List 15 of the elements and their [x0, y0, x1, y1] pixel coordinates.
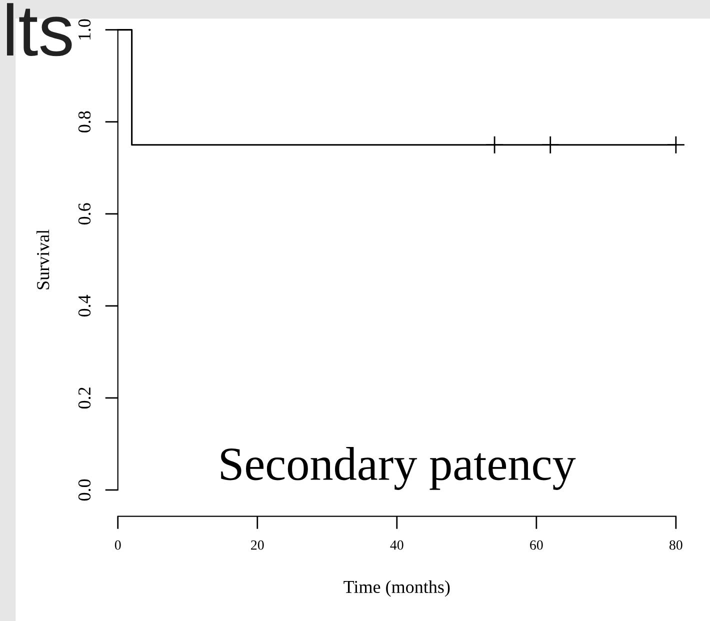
y-tick-label: 0.4	[78, 294, 91, 316]
x-tick-label: 80	[670, 540, 682, 550]
x-tick-label: 40	[390, 540, 404, 550]
x-axis-title: Time (months)	[344, 580, 450, 597]
annotation: Secondary patency	[221, 447, 576, 490]
y-tick-label: 0.0	[78, 479, 91, 501]
y-tick-label: 0.6	[78, 203, 91, 224]
x-tick-label: 60	[530, 540, 543, 550]
y-tick-label: 0.8	[78, 111, 91, 132]
y-tick-label: 0.2	[78, 388, 91, 409]
x-tick-label: 0	[114, 540, 121, 550]
y-tick-label: 1.0	[78, 19, 91, 40]
text: lts	[6, 3, 72, 56]
y-axis-title: Survival	[36, 230, 50, 290]
x-tick-label: 20	[251, 540, 264, 550]
